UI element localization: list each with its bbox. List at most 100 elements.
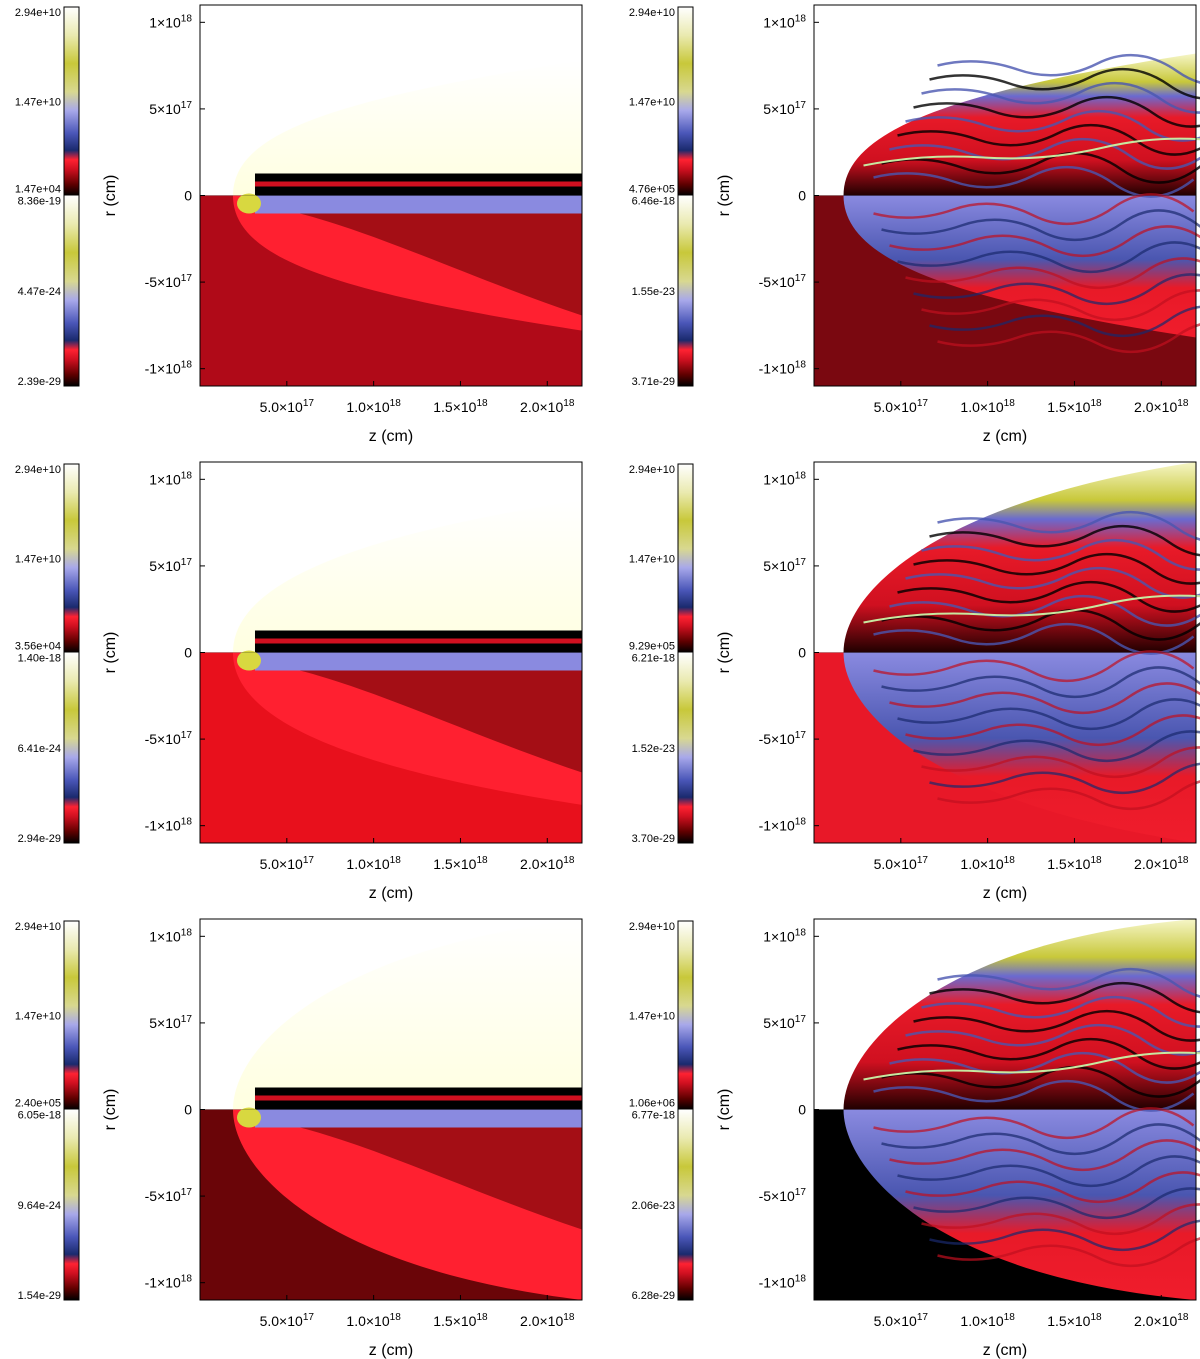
colorbar-frame bbox=[677, 463, 694, 844]
x-axis-label: z (cm) bbox=[983, 1342, 1027, 1359]
y-axis-label: r (cm) bbox=[102, 1089, 119, 1131]
turbulent-filament bbox=[913, 1009, 1200, 1042]
colorbar-lower bbox=[678, 652, 693, 843]
x-tick-label: 1.0×1018 bbox=[960, 855, 1015, 872]
nose-hotspot bbox=[236, 1107, 261, 1128]
x-tick-label: 1.5×1018 bbox=[433, 398, 488, 415]
turbulent-filament bbox=[873, 193, 1195, 226]
y-tick-label: -1×1018 bbox=[145, 1274, 193, 1291]
panel-row2-left: 2.94e+10 1.47e+10 3.56e+041.40e-18 6.41e-24… bbox=[15, 461, 583, 902]
panel-row1-right: 2.94e+10 1.47e+10 4.76e+056.46e-18 1.55e-23… bbox=[629, 4, 1200, 445]
colorbar-frame bbox=[63, 463, 80, 844]
turbulent-filament bbox=[937, 967, 1200, 998]
y-tick-label: -5×1017 bbox=[759, 1187, 807, 1204]
turbulent-filament bbox=[921, 995, 1200, 1028]
turbulent-filament bbox=[889, 594, 1200, 627]
x-tick-label: 1.5×1018 bbox=[1047, 1312, 1102, 1329]
colorbar-tick-label: 1.47e+10 bbox=[15, 553, 61, 565]
colorbar-lower bbox=[64, 652, 79, 843]
y-tick-label: 1×1018 bbox=[763, 927, 806, 944]
y-tick-label: 0 bbox=[798, 1102, 806, 1118]
colorbar-frame bbox=[677, 920, 694, 1301]
y-tick-label: 0 bbox=[798, 645, 806, 661]
x-tick-label: 1.0×1018 bbox=[960, 398, 1015, 415]
colorbar-tick-label: 1.47e+10 bbox=[15, 1010, 61, 1022]
turbulent-filament bbox=[937, 510, 1200, 541]
bow-shock-lower bbox=[843, 1109, 1196, 1300]
colorbar-tick-label: 2.94e-29 bbox=[18, 833, 61, 845]
nose-hotspot bbox=[236, 193, 261, 214]
turbulent-filament bbox=[881, 1123, 1200, 1156]
turbulent-filament bbox=[881, 666, 1200, 699]
turbulent-filament bbox=[889, 225, 1200, 258]
y-tick-label: -5×1017 bbox=[145, 730, 193, 747]
turbulent-filament bbox=[881, 608, 1200, 641]
bow-shock-upper bbox=[232, 60, 582, 196]
colorbar-upper bbox=[64, 464, 79, 653]
nose-hotspot bbox=[236, 650, 261, 671]
colorbar-tick-label: 2.06e-23 bbox=[632, 1200, 675, 1212]
y-tick-label: 5×1017 bbox=[763, 557, 806, 574]
colorbar-tick-label: 3.71e-29 bbox=[632, 376, 675, 388]
colorbar-lower bbox=[678, 195, 693, 386]
turbulent-filament bbox=[881, 151, 1200, 184]
y-axis-label: r (cm) bbox=[716, 1089, 733, 1131]
x-tick-label: 2.0×1018 bbox=[1134, 855, 1189, 872]
colorbar-upper bbox=[678, 7, 693, 196]
colorbar-tick-label: 2.94e+10 bbox=[629, 7, 675, 19]
turbulent-filament bbox=[937, 780, 1200, 811]
y-tick-label: -1×1018 bbox=[759, 1274, 807, 1291]
colorbar-tick-label: 6.21e-18 bbox=[632, 653, 675, 665]
x-tick-label: 5.0×1017 bbox=[874, 855, 929, 872]
y-tick-label: 5×1017 bbox=[149, 557, 192, 574]
colorbar-frame bbox=[63, 6, 80, 387]
x-axis-label: z (cm) bbox=[983, 885, 1027, 902]
colorbar-tick-label: 2.40e+05 bbox=[15, 1098, 61, 1110]
x-tick-label: 5.0×1017 bbox=[874, 1312, 929, 1329]
colorbar-tick-label: 4.47e-24 bbox=[18, 286, 61, 298]
jet-filament bbox=[863, 1051, 1200, 1081]
bow-shock-upper bbox=[232, 500, 582, 653]
colorbar-frame bbox=[63, 920, 80, 1301]
x-axis-label: z (cm) bbox=[369, 885, 413, 902]
y-tick-label: -1×1018 bbox=[145, 817, 193, 834]
x-axis-label: z (cm) bbox=[369, 1342, 413, 1359]
colorbar-frame bbox=[677, 6, 694, 387]
x-tick-label: 1.0×1018 bbox=[960, 1312, 1015, 1329]
jet-stripe bbox=[254, 181, 582, 187]
x-tick-label: 1.0×1018 bbox=[346, 398, 401, 415]
turbulent-filament bbox=[921, 81, 1200, 114]
turbulent-filament bbox=[889, 682, 1200, 715]
y-tick-label: 0 bbox=[184, 1102, 192, 1118]
turbulent-filament bbox=[937, 53, 1200, 84]
turbulent-filament bbox=[929, 524, 1200, 557]
colorbar-tick-label: 1.47e+04 bbox=[15, 184, 61, 196]
colorbar-tick-label: 6.46e-18 bbox=[632, 196, 675, 208]
colorbar-upper bbox=[678, 921, 693, 1110]
colorbar-tick-label: 1.47e+10 bbox=[629, 96, 675, 108]
jet-lower bbox=[254, 652, 582, 671]
turbulent-filament bbox=[905, 1171, 1200, 1204]
turbulent-filament bbox=[873, 1107, 1195, 1140]
x-tick-label: 5.0×1017 bbox=[874, 398, 929, 415]
y-tick-label: 1×1018 bbox=[149, 927, 192, 944]
colorbar-tick-label: 1.47e+10 bbox=[629, 553, 675, 565]
bow-shock-upper bbox=[232, 919, 582, 1110]
colorbar-tick-label: 2.94e+10 bbox=[15, 921, 61, 933]
x-tick-label: 1.0×1018 bbox=[346, 1312, 401, 1329]
y-tick-label: -5×1017 bbox=[759, 273, 807, 290]
colorbar-tick-label: 3.56e+04 bbox=[15, 641, 61, 653]
colorbar-tick-label: 1.55e-23 bbox=[632, 286, 675, 298]
turbulent-filament bbox=[905, 257, 1200, 290]
jet-lower bbox=[254, 1109, 582, 1128]
panel-row3-right: 2.94e+10 1.47e+10 1.06e+066.77e-18 2.06e-23… bbox=[629, 918, 1200, 1359]
colorbar-lower bbox=[678, 1109, 693, 1300]
jet-lower bbox=[254, 195, 582, 214]
x-axis-label: z (cm) bbox=[369, 428, 413, 445]
turbulent-filament bbox=[921, 538, 1200, 571]
x-tick-label: 2.0×1018 bbox=[520, 855, 575, 872]
colorbar-lower bbox=[64, 1109, 79, 1300]
bow-shock-lower bbox=[843, 652, 1196, 843]
y-tick-label: 5×1017 bbox=[763, 1014, 806, 1031]
